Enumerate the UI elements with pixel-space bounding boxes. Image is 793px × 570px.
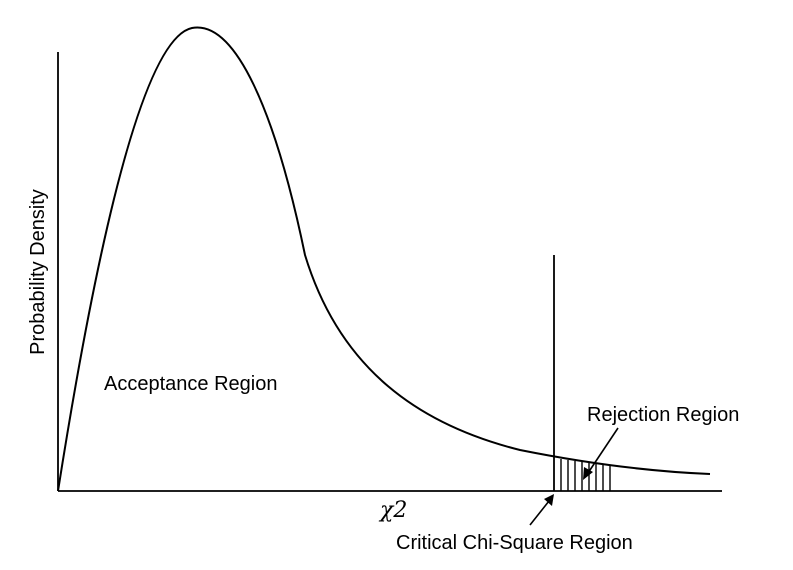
critical-arrow [529,494,554,526]
rejection-arrow [583,427,619,480]
rejection-region-label: Rejection Region [587,404,739,426]
y-axis-label: Probability Density [27,189,49,355]
x-axis-label: χ2 [378,498,407,523]
acceptance-region-label: Acceptance Region [104,373,277,395]
critical-region-label: Critical Chi-Square Region [396,532,633,554]
rejection-region-hatching [560,459,611,491]
density-curve [57,26,711,492]
